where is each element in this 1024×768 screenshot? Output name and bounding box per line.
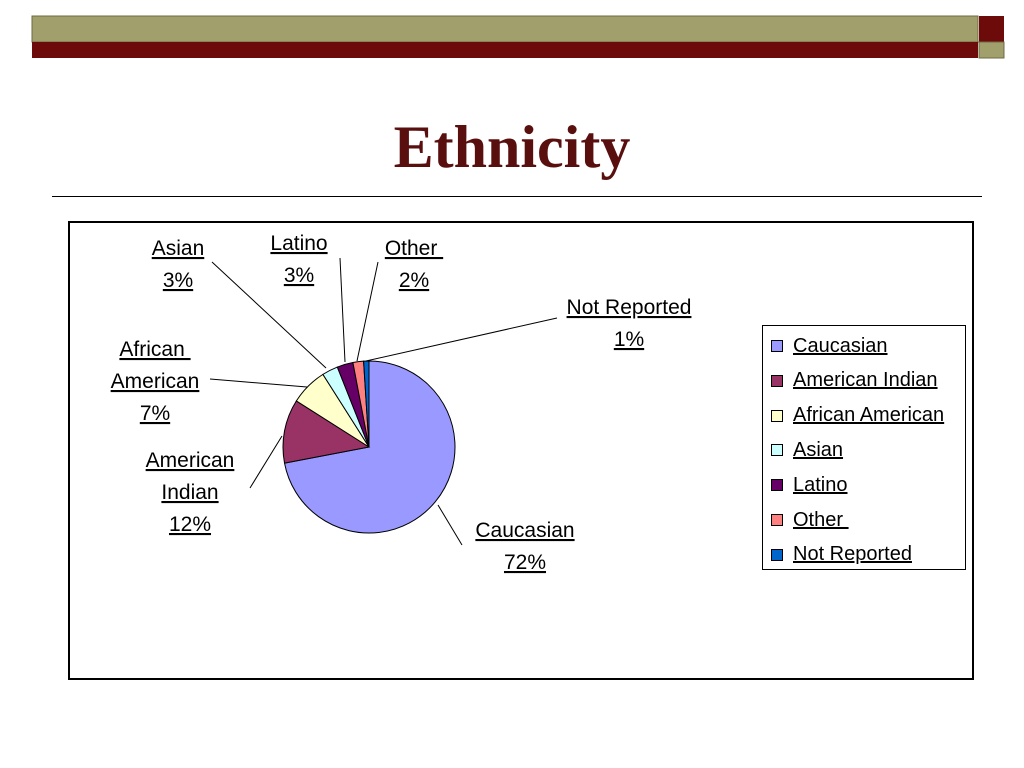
legend-label-caucasian: Caucasian — [793, 334, 888, 357]
slide-title: Ethnicity — [393, 114, 631, 180]
legend-label-not-reported: Not Reported — [793, 543, 912, 566]
header-olive-band — [31, 15, 979, 43]
legend-item-other: Other — [771, 508, 849, 532]
legend-swatch-asian — [771, 444, 783, 457]
legend-swatch-african-american — [771, 409, 783, 422]
legend-item-latino: Latino — [771, 473, 848, 497]
legend-swatch-not-reported — [771, 548, 783, 561]
legend-item-african-american: African American — [771, 404, 944, 428]
leader-line-asian — [211, 261, 327, 369]
legend-item-asian: Asian — [771, 438, 843, 462]
legend-label-african-american: African American — [793, 404, 945, 427]
legend-label-other: Other — [793, 508, 849, 531]
leader-line-caucasian — [437, 504, 463, 546]
legend-item-american-indian: American Indian — [771, 369, 938, 393]
header-olive-square — [978, 41, 1005, 59]
leader-line-african-american — [209, 378, 308, 388]
data-labels: Caucasian 72% American Indian 12% African Ame… — [111, 232, 692, 574]
leader-line-american-indian — [249, 435, 283, 489]
pie-slices — [282, 360, 456, 534]
legend-swatch-american-indian — [771, 374, 783, 387]
data-label-american-indian: American Indian 12% — [146, 449, 235, 536]
data-label-asian: Asian 3% — [152, 237, 205, 292]
legend-item-not-reported: Not Reported — [771, 543, 912, 567]
legend-item-caucasian: Caucasian — [771, 334, 888, 358]
leader-lines — [209, 257, 558, 546]
pie-slice-american-indian — [282, 400, 371, 464]
legend-swatch-other — [771, 514, 783, 526]
data-label-not-reported: Not Reported 1% — [567, 296, 692, 351]
title-divider — [52, 196, 982, 197]
chart-legend: Caucasian American Indian African American… — [762, 325, 966, 570]
data-label-latino: Latino 3% — [270, 232, 327, 287]
header-maroon-square — [979, 16, 1004, 42]
legend-label-american-indian: American Indian — [793, 369, 938, 392]
leader-line-other — [356, 261, 379, 362]
data-label-other: Other 2% — [385, 237, 443, 292]
header-maroon-band — [32, 42, 978, 58]
header-decoration-bar — [31, 15, 1005, 59]
legend-swatch-caucasian — [771, 340, 783, 352]
data-label-caucasian: Caucasian 72% — [475, 519, 574, 574]
data-label-african-american: African American 7% — [111, 338, 200, 425]
legend-label-latino: Latino — [793, 473, 848, 496]
legend-label-asian: Asian — [793, 438, 844, 461]
legend-swatch-latino — [771, 479, 783, 492]
leader-line-not-reported — [365, 317, 558, 362]
leader-line-latino — [339, 257, 346, 363]
